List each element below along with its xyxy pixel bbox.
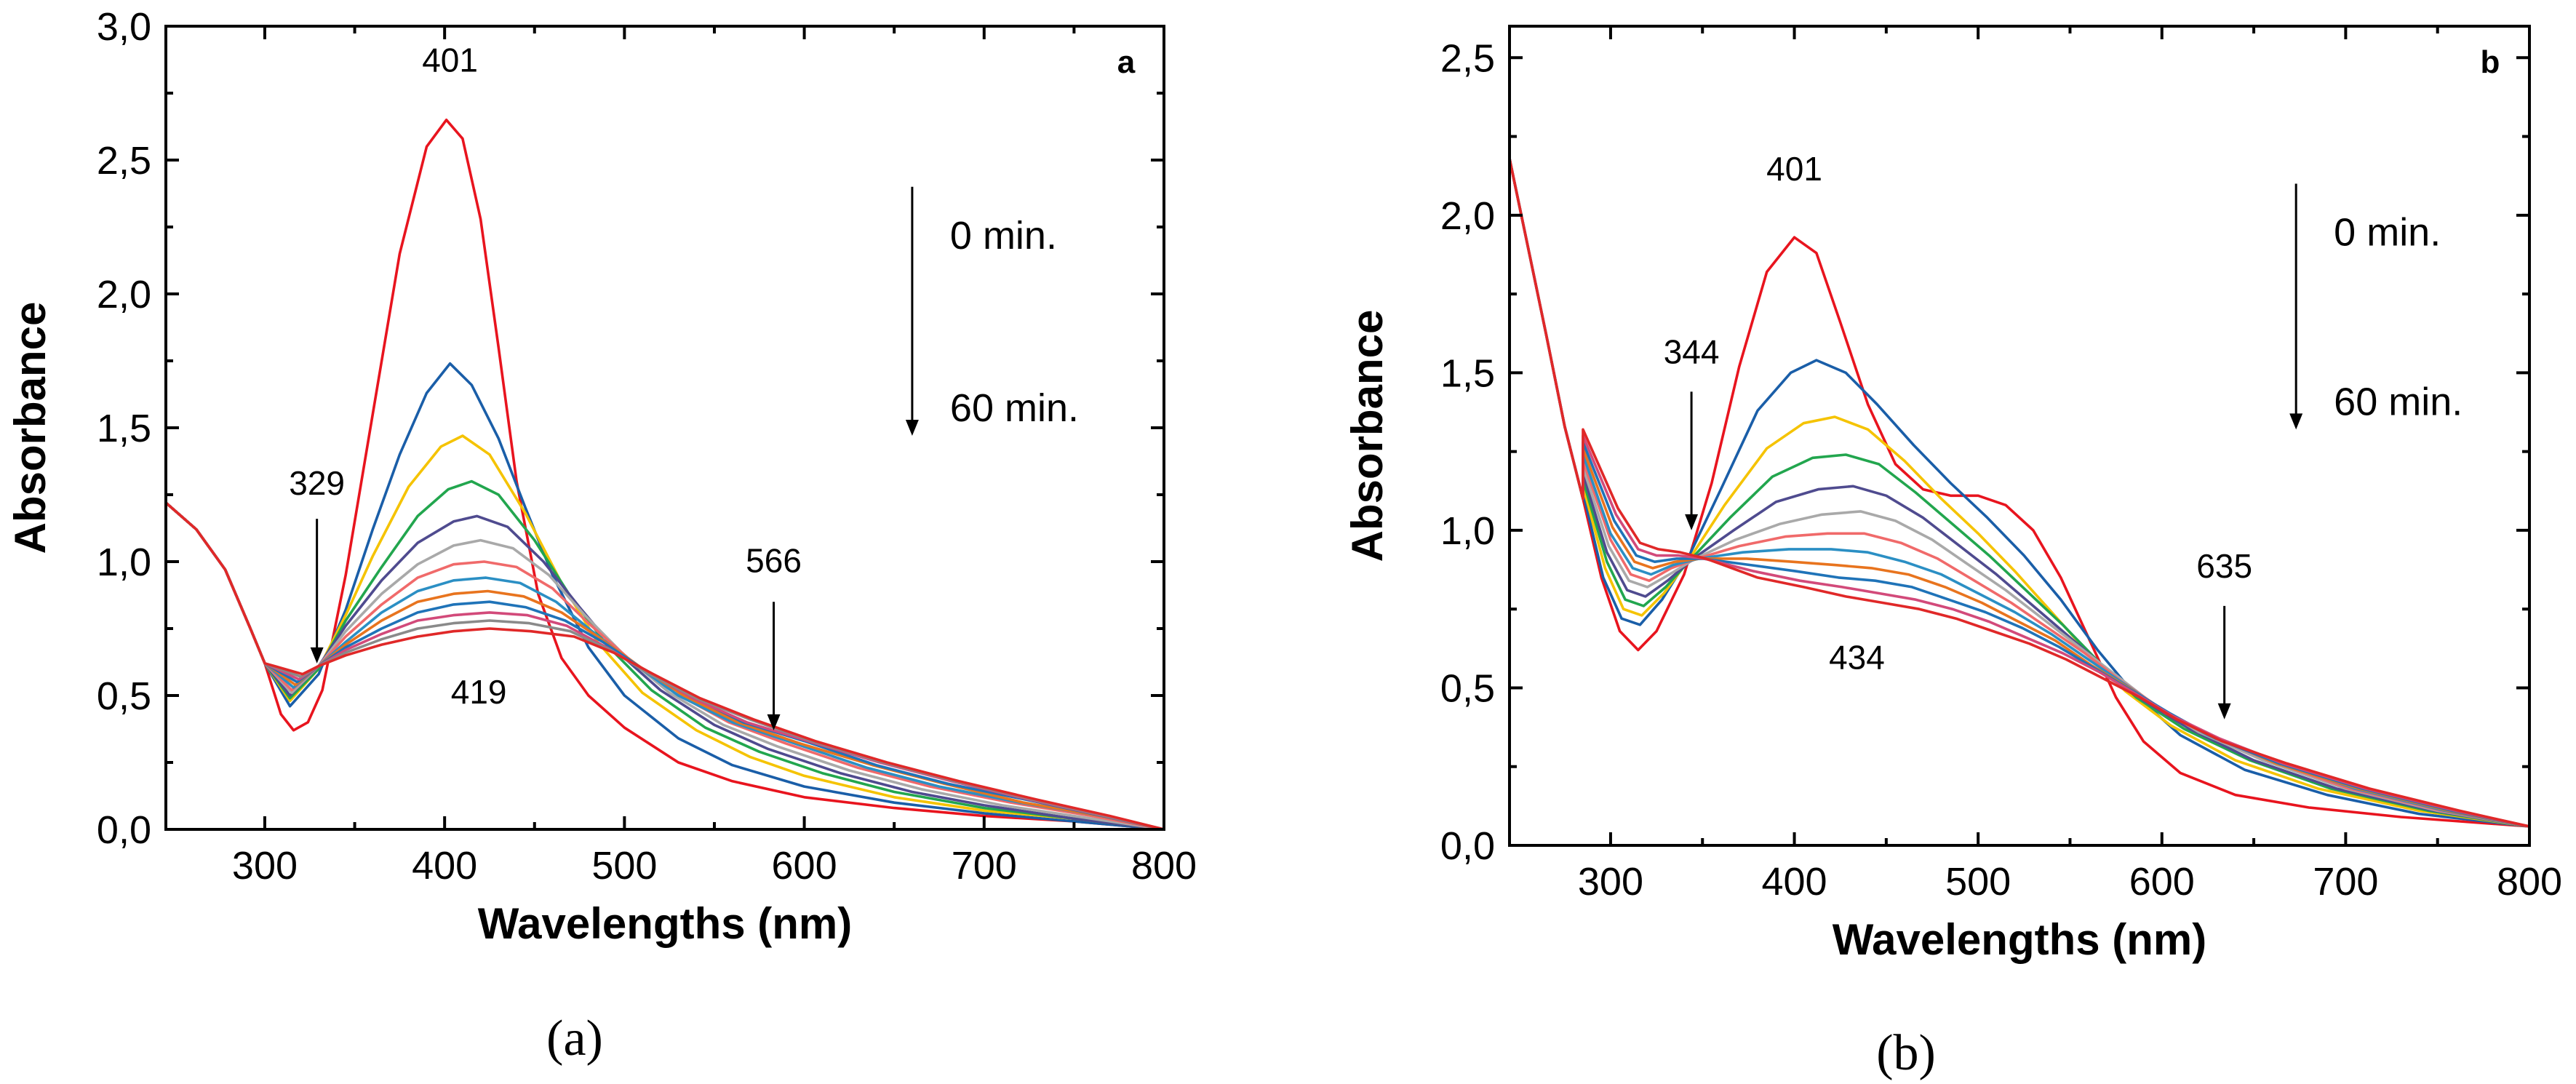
series-line-5 (166, 501, 1164, 829)
series-line-9 (166, 501, 1164, 829)
x-tick-label: 600 (772, 844, 837, 888)
x-axis-label: Wavelengths (nm) (478, 899, 852, 948)
annotation-label: 566 (746, 542, 802, 580)
y-axis-label: Absorbance (6, 302, 55, 554)
series-line-9 (1510, 157, 2529, 828)
series-line-6 (166, 501, 1164, 829)
series-group (166, 119, 1164, 829)
y-tick-label: 3,0 (97, 5, 151, 49)
y-tick-label: 2,0 (97, 273, 151, 316)
annotation-arrow-head (2217, 703, 2231, 720)
annotation-label: 329 (289, 464, 345, 502)
x-tick-label: 800 (1131, 844, 1197, 888)
y-tick-label: 0,5 (97, 674, 151, 718)
annotation-401: 401 (422, 41, 478, 79)
annotation-566: 566 (746, 542, 802, 730)
series-line-8 (166, 501, 1164, 829)
series-line-4 (1510, 157, 2529, 828)
series-line-1 (166, 362, 1164, 829)
annotation-label: 635 (2196, 547, 2252, 585)
series-line-6 (1510, 157, 2529, 828)
annotation-label: 419 (451, 673, 507, 711)
series-line-0 (166, 119, 1164, 829)
x-tick-label: 300 (232, 844, 298, 888)
panel-caption: (a) (546, 1011, 603, 1067)
annotation-329: 329 (289, 464, 345, 663)
time-arrow-head (905, 420, 919, 437)
annotation-arrow (310, 519, 324, 663)
y-axis: 0,0 0,5 1,0 1,5 2,0 2,5 3,0 (97, 5, 1164, 852)
y-tick-label: 0,0 (1440, 824, 1495, 868)
annotation-arrow (1685, 391, 1699, 530)
annotation-434: 434 (1829, 638, 1885, 676)
x-axis: 300 400 500 600 700 800 (1578, 26, 2562, 904)
y-tick-label: 0,0 (97, 808, 151, 852)
y-tick-label: 1,0 (97, 541, 151, 584)
series-line-1 (1510, 157, 2529, 828)
panel-letter: b (2481, 44, 2500, 80)
time-arrow-head (2289, 413, 2303, 430)
x-tick-label: 400 (412, 844, 477, 888)
time-end-label: 60 min. (2334, 380, 2463, 423)
annotation-label: 434 (1829, 638, 1885, 676)
series-line-5 (1510, 157, 2529, 828)
x-tick-label: 600 (2129, 860, 2195, 904)
x-axis-label: Wavelengths (nm) (1833, 915, 2206, 964)
series-line-7 (166, 501, 1164, 829)
y-tick-label: 2,5 (97, 139, 151, 183)
annotation-label: 401 (1766, 150, 1822, 188)
y-axis: 0,0 0,5 1,0 1,5 2,0 2,5 (1440, 36, 2529, 868)
x-tick-label: 300 (1578, 860, 1643, 904)
y-tick-label: 0,5 (1440, 666, 1495, 710)
series-line-10 (166, 501, 1164, 829)
y-tick-label: 1,5 (1440, 351, 1495, 395)
annotation-label: 401 (422, 41, 478, 79)
annotation-635: 635 (2196, 547, 2252, 720)
x-axis: 300 400 500 600 700 800 (232, 26, 1197, 888)
annotation-401: 401 (1766, 150, 1822, 188)
time-arrow (2289, 183, 2303, 430)
annotation-arrow-head (1685, 514, 1699, 530)
series-line-7 (1510, 157, 2529, 828)
time-start-label: 0 min. (950, 214, 1057, 258)
series-line-0 (1510, 157, 2529, 828)
time-arrow (905, 186, 919, 437)
series-line-8 (1510, 157, 2529, 828)
annotation-label: 344 (1664, 332, 1720, 370)
series-line-3 (1510, 157, 2529, 828)
series-line-10 (1510, 157, 2529, 828)
panel-letter: a (1117, 44, 1136, 80)
y-tick-label: 2,5 (1440, 36, 1495, 80)
annotation-arrow (2217, 605, 2231, 720)
x-tick-label: 500 (591, 844, 657, 888)
series-line-4 (166, 501, 1164, 829)
annotation-419: 419 (451, 673, 507, 711)
series-group (1510, 157, 2529, 828)
x-tick-label: 700 (952, 844, 1017, 888)
panel-a: 300 400 500 600 700 800 0,0 0,5 1,0 1,5 2,0 2,5 3,0 W… (6, 5, 1197, 1067)
y-tick-label: 1,5 (97, 407, 151, 450)
x-tick-label: 700 (2313, 860, 2378, 904)
y-axis-label: Absorbance (1343, 310, 1392, 562)
x-tick-label: 500 (1945, 860, 2011, 904)
series-line-11 (1510, 157, 2529, 828)
y-tick-label: 2,0 (1440, 194, 1495, 238)
y-tick-label: 1,0 (1440, 509, 1495, 553)
time-start-label: 0 min. (2334, 211, 2441, 255)
x-tick-label: 800 (2497, 860, 2562, 904)
annotation-arrow-head (767, 714, 781, 730)
annotation-344: 344 (1664, 332, 1720, 530)
time-end-label: 60 min. (950, 386, 1079, 430)
annotation-arrow (767, 602, 781, 730)
x-tick-label: 400 (1761, 860, 1827, 904)
series-line-2 (1510, 157, 2529, 828)
series-line-12 (166, 501, 1164, 829)
series-line-11 (166, 501, 1164, 829)
panel-caption: (b) (1876, 1025, 1936, 1081)
annotation-arrow-head (310, 647, 324, 663)
plot-frame (1508, 25, 2531, 847)
panel-b: 300 400 500 600 700 800 0,0 0,5 1,0 1,5 2,0 2,5 Wave… (1343, 25, 2562, 1081)
